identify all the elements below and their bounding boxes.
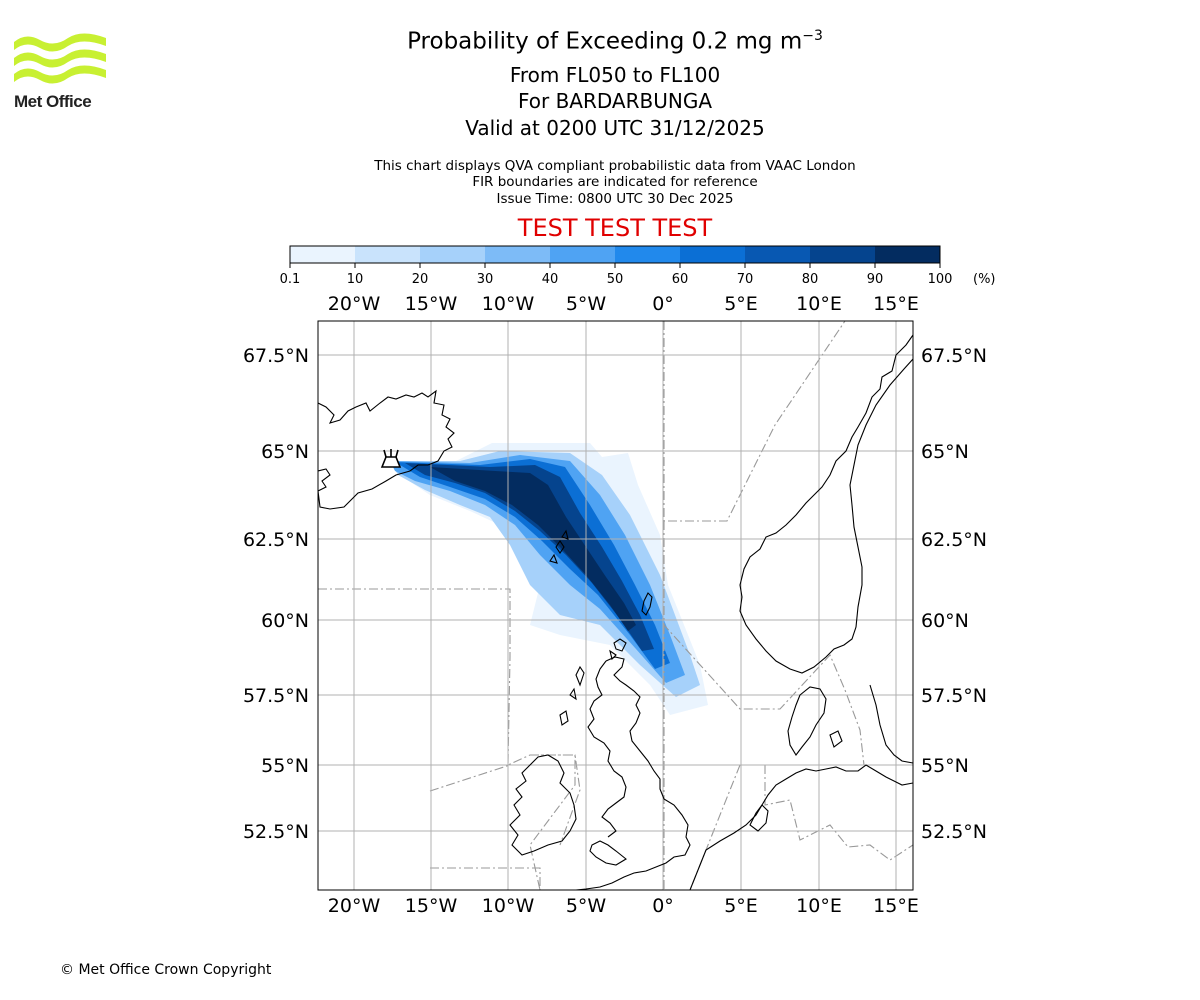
- shetland-islands: [641, 592, 653, 616]
- colorbar-tick-label: 30: [477, 272, 494, 287]
- colorbar-segment: [485, 246, 551, 263]
- longitude-label-top: 5°W: [566, 293, 607, 315]
- info-line-2: FIR boundaries are indicated for referen…: [472, 174, 758, 190]
- longitude-label-top: 15°W: [405, 293, 458, 315]
- colorbar-tick-label: 50: [607, 272, 624, 287]
- norway-coast: [739, 334, 913, 674]
- longitude-label-top: 20°W: [328, 293, 381, 315]
- colorbar-segment: [615, 246, 681, 263]
- info-line-1: This chart displays QVA compliant probab…: [374, 158, 856, 174]
- colorbar-tick-label: 70: [737, 272, 754, 287]
- faroe-islands: [549, 529, 569, 564]
- latitude-label-right: 60°N: [921, 610, 969, 632]
- valid-time: Valid at 0200 UTC 31/12/2025: [465, 116, 765, 140]
- netherlands-coast: [749, 804, 769, 832]
- axis-labels: 20°W 20°W 15°W 15°W 10°W 10°W 5°W 5°W 0° 0° 5°E 5°E…: [243, 293, 987, 917]
- latitude-label-right: 65°N: [921, 441, 969, 463]
- volcano-name: For BARDARBUNGA: [517, 89, 713, 113]
- longitude-label-bottom: 10°W: [482, 895, 535, 917]
- longitude-label-bottom: 15°E: [873, 895, 919, 917]
- plume-band: [430, 467, 636, 631]
- met-office-logo: Met Office: [12, 30, 112, 115]
- chart-title: Probability of Exceeding 0.2 mg m−3: [0, 28, 1200, 55]
- colorbar-tick-label: 60: [672, 272, 689, 287]
- coastlines: [318, 334, 913, 890]
- longitude-label-top: 5°E: [724, 293, 758, 315]
- colorbar-tick-label: 10: [347, 272, 364, 287]
- ash-probability-plume: [390, 443, 708, 715]
- logo-text: Met Office: [14, 92, 92, 111]
- title-exponent: −3: [802, 28, 823, 44]
- map-frame: [317, 320, 914, 891]
- colorbar-tick-label: 0.1: [280, 272, 301, 287]
- colorbar-segment: [875, 246, 941, 263]
- colorbar-segment: [420, 246, 486, 263]
- great-britain-coast: [575, 656, 691, 890]
- hebrides: [559, 665, 585, 726]
- graticule: [318, 321, 913, 890]
- latitude-label-right: 55°N: [921, 755, 969, 777]
- longitude-label-bottom: 5°E: [724, 895, 758, 917]
- latitude-label-left: 67.5°N: [243, 345, 309, 367]
- longitude-label-top: 10°W: [482, 293, 535, 315]
- colorbar-segment: [290, 246, 356, 263]
- copyright: © Met Office Crown Copyright: [60, 962, 272, 978]
- test-banner: TEST TEST TEST: [517, 214, 713, 242]
- ireland-coast: [509, 754, 577, 856]
- longitude-label-bottom: 0°: [652, 895, 674, 917]
- met-office-wave-icon: [14, 33, 106, 84]
- colorbar-tick-label: 40: [542, 272, 559, 287]
- colorbar-segment: [680, 246, 746, 263]
- latitude-label-right: 62.5°N: [921, 529, 987, 551]
- plume-band: [390, 451, 700, 697]
- latitude-label-left: 57.5°N: [243, 685, 309, 707]
- latitude-label-left: 52.5°N: [243, 821, 309, 843]
- longitude-label-bottom: 10°E: [796, 895, 842, 917]
- issue-time: Issue Time: 0800 UTC 30 Dec 2025: [496, 191, 734, 207]
- latitude-label-left: 60°N: [261, 610, 309, 632]
- latitude-label-left: 62.5°N: [243, 529, 309, 551]
- colorbar-segment: [550, 246, 616, 263]
- volcano-marker-icon: [380, 449, 402, 468]
- colorbar-tick-label: 20: [412, 272, 429, 287]
- colorbar-tick-label: 100: [928, 272, 953, 287]
- sweden-coast: [869, 684, 913, 764]
- longitude-label-bottom: 15°W: [405, 895, 458, 917]
- latitude-label-right: 57.5°N: [921, 685, 987, 707]
- colorbar-tick-label: 90: [867, 272, 884, 287]
- latitude-label-left: 55°N: [261, 755, 309, 777]
- latitude-label-left: 65°N: [261, 441, 309, 463]
- longitude-label-top: 0°: [652, 293, 674, 315]
- flight-level-range: From FL050 to FL100: [509, 63, 721, 87]
- title-main: Probability of Exceeding 0.2 mg m: [407, 28, 803, 55]
- colorbar-unit: (%): [973, 272, 996, 287]
- latitude-label-right: 67.5°N: [921, 345, 987, 367]
- colorbar-segment: [745, 246, 811, 263]
- longitude-label-top: 10°E: [796, 293, 842, 315]
- probability-map: 20°W 20°W 15°W 15°W 10°W 10°W 5°W 5°W 0° 0° 5°E 5°E…: [243, 293, 987, 917]
- latitude-label-right: 52.5°N: [921, 821, 987, 843]
- colorbar: 0.1 10 20 30 40 50 60 70 80 90 100 (%): [280, 245, 996, 287]
- longitude-label-bottom: 20°W: [328, 895, 381, 917]
- iceland-coast: [318, 389, 455, 510]
- colorbar-tick-label: 80: [802, 272, 819, 287]
- longitude-label-top: 15°E: [873, 293, 919, 315]
- denmark-coast: [787, 686, 843, 756]
- longitude-label-bottom: 5°W: [566, 895, 607, 917]
- colorbar-segment: [355, 246, 421, 263]
- colorbar-segment: [810, 246, 876, 263]
- continental-coast: [689, 764, 913, 890]
